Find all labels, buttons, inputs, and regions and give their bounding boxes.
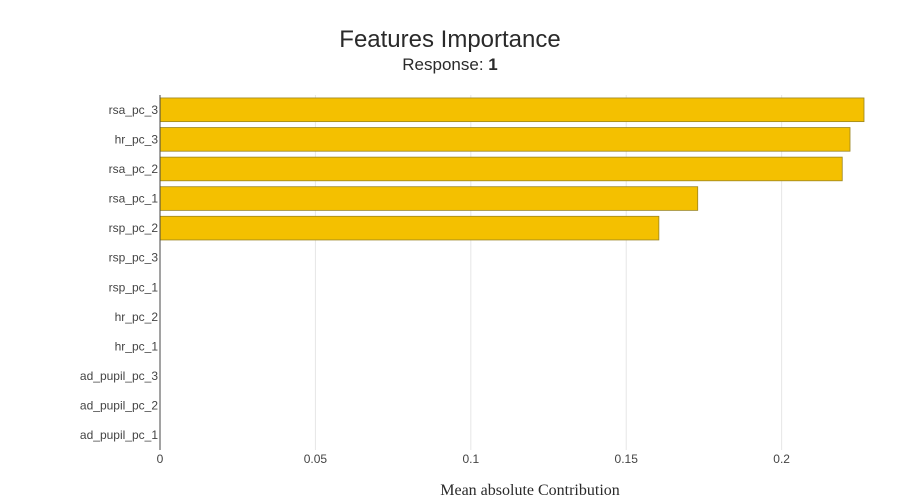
x-tick-label-4: 0.2 bbox=[773, 452, 790, 466]
bar-hr_pc_3 bbox=[159, 127, 851, 152]
subtitle-value: 1 bbox=[488, 55, 498, 74]
x-axis-label: Mean absolute Contribution bbox=[440, 482, 620, 499]
bar-rsa_pc_3 bbox=[159, 97, 865, 123]
chart-subtitle: Response: 1 bbox=[0, 55, 900, 75]
subtitle-prefix: Response: bbox=[402, 55, 489, 74]
bar-rsa_pc_2 bbox=[159, 156, 843, 182]
x-tick-label-0: 0 bbox=[157, 452, 164, 466]
y-tick-label-ad_pupil_pc_1: ad_pupil_pc_1 bbox=[80, 428, 158, 442]
y-tick-label-rsa_pc_3: rsa_pc_3 bbox=[109, 103, 159, 117]
y-tick-label-ad_pupil_pc_3: ad_pupil_pc_3 bbox=[80, 369, 158, 383]
y-tick-label-rsp_pc_2: rsp_pc_2 bbox=[109, 221, 159, 235]
chart-title: Features Importance bbox=[339, 26, 561, 53]
x-tick-label-2: 0.1 bbox=[462, 452, 479, 466]
bar-rsp_pc_2 bbox=[159, 215, 660, 241]
bar-rsa_pc_1 bbox=[159, 186, 699, 211]
y-tick-label-hr_pc_3: hr_pc_3 bbox=[115, 132, 159, 146]
y-tick-label-rsa_pc_2: rsa_pc_2 bbox=[109, 162, 159, 176]
x-tick-label-1: 0.05 bbox=[304, 452, 328, 466]
y-tick-label-rsp_pc_1: rsp_pc_1 bbox=[109, 280, 159, 294]
y-tick-label-rsp_pc_3: rsp_pc_3 bbox=[109, 251, 159, 265]
y-tick-label-ad_pupil_pc_2: ad_pupil_pc_2 bbox=[80, 399, 158, 413]
y-tick-label-hr_pc_1: hr_pc_1 bbox=[115, 339, 159, 353]
y-tick-label-hr_pc_2: hr_pc_2 bbox=[115, 310, 159, 324]
y-tick-label-rsa_pc_1: rsa_pc_1 bbox=[109, 192, 159, 206]
x-tick-label-3: 0.15 bbox=[615, 452, 639, 466]
